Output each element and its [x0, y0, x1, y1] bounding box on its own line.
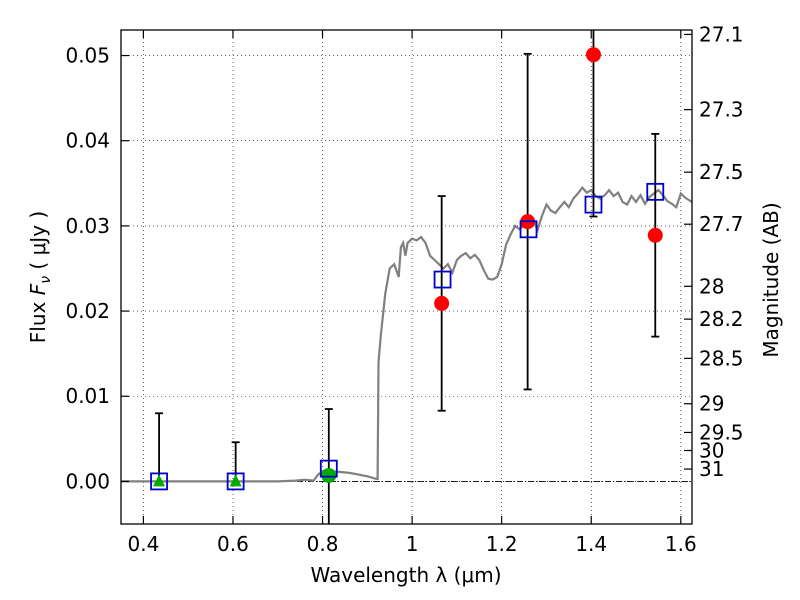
marginal-detection-point	[321, 467, 337, 483]
model-photometry-square	[226, 472, 245, 491]
plot-data	[121, 30, 692, 524]
y2-axis-title: Magnitude (AB)	[759, 202, 783, 357]
y2-tick-label: 30	[699, 438, 724, 462]
y2-tick-label: 31	[699, 457, 724, 481]
y2-tick-label: 28.5	[699, 346, 744, 370]
y2-tick-label: 29.5	[699, 420, 744, 444]
y-axis-title: Flux Fν ( μJy )	[26, 211, 54, 343]
x-tick-label: 1.6	[665, 532, 697, 556]
x-axis-title: Wavelength λ (μm)	[310, 563, 501, 587]
y-tick-label: 0.05	[65, 44, 110, 68]
x-tick-label: 1.2	[486, 532, 518, 556]
y-tick-label: 0.02	[65, 299, 110, 323]
model-photometry-square	[646, 182, 665, 201]
y2-tick-label: 27.5	[699, 160, 744, 184]
y2-tick-label: 28.2	[699, 307, 744, 331]
model-photometry-square	[319, 459, 338, 478]
x-tick-label: 0.4	[127, 532, 159, 556]
x-tick-label: 1	[406, 532, 419, 556]
model-photometry-square	[584, 195, 603, 214]
y2-tick-label: 28	[699, 274, 724, 298]
detection-point	[647, 227, 663, 243]
y2-tick-label: 27.3	[699, 98, 744, 122]
x-tick-label: 0.6	[217, 532, 249, 556]
detection-point	[585, 47, 601, 63]
y2-tick-label: 29	[699, 392, 724, 416]
detection-point	[434, 295, 450, 311]
y2-tick-label: 27.7	[699, 212, 744, 236]
upper-limit-triangle	[153, 474, 166, 487]
model-photometry-square	[150, 472, 168, 491]
y2-tick-label: 27.1	[699, 22, 744, 46]
model-spectrum-line	[121, 185, 692, 483]
x-tick-label: 1.4	[575, 532, 607, 556]
plot-frame	[120, 29, 693, 525]
y-tick-label: 0.04	[65, 129, 110, 153]
upper-limit-triangle	[229, 474, 242, 487]
model-photometry-square	[433, 270, 452, 289]
y-tick-label: 0.03	[65, 214, 110, 238]
ticks: 0.4 0.6 0.8 1 1.2 1.4 1.6 0.00 0.01 0.02 0.03 0.04 0…	[65, 22, 743, 556]
model-photometry-square	[519, 220, 538, 239]
x-tick-label: 0.8	[307, 532, 339, 556]
y-tick-label: 0.00	[65, 469, 110, 493]
y-tick-label: 0.01	[65, 384, 110, 408]
